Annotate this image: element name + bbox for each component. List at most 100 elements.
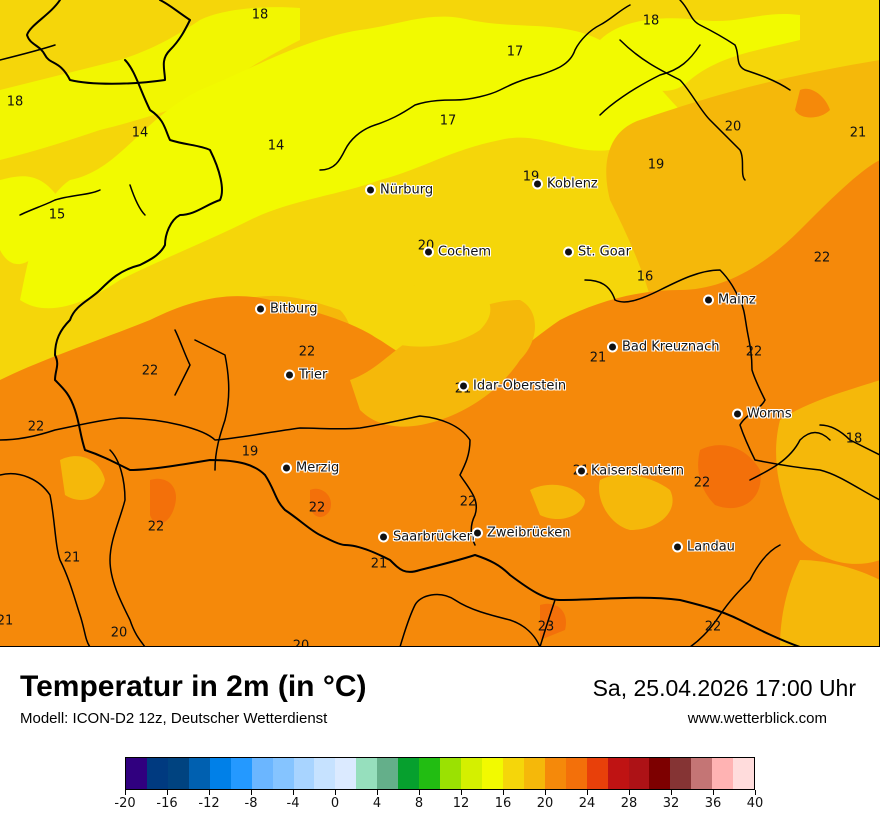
color-swatch: [251, 758, 273, 789]
city-dot-icon: [674, 543, 681, 551]
city-dot-icon: [734, 410, 741, 418]
scale-tick: [670, 790, 672, 795]
city-dot-icon: [578, 467, 585, 475]
scale-tick: [124, 790, 126, 795]
color-swatch: [314, 758, 336, 789]
city-name: Trier: [299, 367, 328, 383]
isotherm-label: 18: [6, 94, 24, 110]
city-dot-icon: [474, 529, 481, 537]
color-swatch: [272, 758, 294, 789]
isotherm-label: 14: [267, 138, 285, 154]
scale-tick: [544, 790, 546, 795]
color-swatch: [167, 758, 189, 789]
city-name: Kaiserslautern: [591, 463, 685, 479]
scale-tick: [586, 790, 588, 795]
isotherm-label: 20: [292, 638, 310, 647]
color-swatch: [733, 758, 755, 789]
isotherm-label: 21: [370, 556, 388, 572]
scale-tick: [166, 790, 168, 795]
scale-tick: [208, 790, 210, 795]
isotherm-label: 16: [636, 269, 654, 285]
isotherm-label: 22: [141, 363, 159, 379]
city-name: Zweibrücken: [487, 525, 571, 541]
city-name: Mainz: [718, 292, 756, 308]
scale-tick-label: -8: [244, 796, 258, 811]
city-name: Idar-Oberstein: [473, 378, 567, 394]
color-scale-bar: [125, 757, 755, 790]
color-swatch: [440, 758, 461, 789]
color-swatch: [565, 758, 587, 789]
city-name: Koblenz: [547, 176, 598, 192]
isotherm-label: 15: [48, 207, 66, 223]
city-marker: Kaiserslautern: [578, 463, 685, 479]
scale-tick: [502, 790, 504, 795]
city-name: Bad Kreuznach: [622, 339, 720, 355]
temperature-field: [0, 0, 879, 646]
city-dot-icon: [367, 186, 374, 194]
temperature-map: 18 18 17 18 17 20 14 21 14 19 19 15 20 22 16 22 22 21 22 21…: [0, 0, 880, 647]
city-dot-icon: [286, 371, 293, 379]
city-marker: Landau: [674, 539, 735, 555]
isotherm-label: 22: [813, 250, 831, 266]
city-marker: Zweibrücken: [474, 525, 571, 541]
color-swatch: [188, 758, 210, 789]
city-dot-icon: [705, 296, 712, 304]
city-dot-icon: [425, 248, 432, 256]
city-name: Merzig: [296, 460, 340, 476]
isotherm-label: 21: [0, 613, 14, 629]
isotherm-label: 22: [459, 494, 477, 510]
isotherm-label: 22: [27, 419, 45, 435]
color-swatch: [377, 758, 399, 789]
color-swatch: [502, 758, 524, 789]
isotherm-label: 18: [642, 13, 660, 29]
city-name: Bitburg: [270, 301, 318, 317]
scale-tick: [376, 790, 378, 795]
scale-tick-label: 28: [620, 796, 638, 811]
scale-tick: [292, 790, 294, 795]
isotherm-label: 21: [589, 350, 607, 366]
city-marker: Bitburg: [257, 301, 318, 317]
scale-tick-label: 40: [746, 796, 764, 811]
color-swatch: [481, 758, 503, 789]
scale-tick-label: 16: [494, 796, 512, 811]
color-swatch: [649, 758, 671, 789]
color-swatch: [126, 758, 147, 789]
color-swatch: [670, 758, 692, 789]
city-marker: Merzig: [283, 460, 340, 476]
isotherm-label: 17: [439, 113, 457, 129]
city-marker: Cochem: [425, 244, 492, 260]
city-marker: Mainz: [705, 292, 756, 308]
color-swatch: [230, 758, 252, 789]
scale-tick-label: 20: [536, 796, 554, 811]
city-name: Nürburg: [380, 182, 434, 198]
color-swatch: [293, 758, 315, 789]
isotherm-label: 22: [693, 475, 711, 491]
city-name: Cochem: [438, 244, 492, 260]
city-dot-icon: [534, 180, 541, 188]
city-marker: Idar-Oberstein: [460, 378, 567, 394]
color-swatch: [586, 758, 608, 789]
scale-tick-label: -4: [286, 796, 300, 811]
scale-tick: [418, 790, 420, 795]
color-swatch: [712, 758, 734, 789]
scale-tick-label: 32: [662, 796, 680, 811]
scale-tick-label: -12: [198, 796, 220, 811]
color-swatch: [209, 758, 231, 789]
forecast-datetime: Sa, 25.04.2026 17:00 Uhr: [592, 675, 856, 701]
scale-tick: [250, 790, 252, 795]
color-swatch: [146, 758, 168, 789]
city-dot-icon: [609, 343, 616, 351]
city-dot-icon: [283, 464, 290, 472]
city-name: Saarbrücken: [393, 529, 475, 545]
website-link[interactable]: www.wetterblick.com: [687, 710, 827, 727]
city-dot-icon: [565, 248, 572, 256]
color-swatch: [607, 758, 629, 789]
color-swatch: [398, 758, 420, 789]
city-name: Landau: [687, 539, 735, 555]
city-marker: Trier: [286, 367, 328, 383]
model-source: Modell: ICON-D2 12z, Deutscher Wetterdie…: [20, 710, 328, 727]
scale-tick-label: 24: [578, 796, 596, 811]
city-name: St. Goar: [578, 244, 631, 260]
color-swatch: [544, 758, 566, 789]
isotherm-label: 23: [537, 619, 555, 635]
